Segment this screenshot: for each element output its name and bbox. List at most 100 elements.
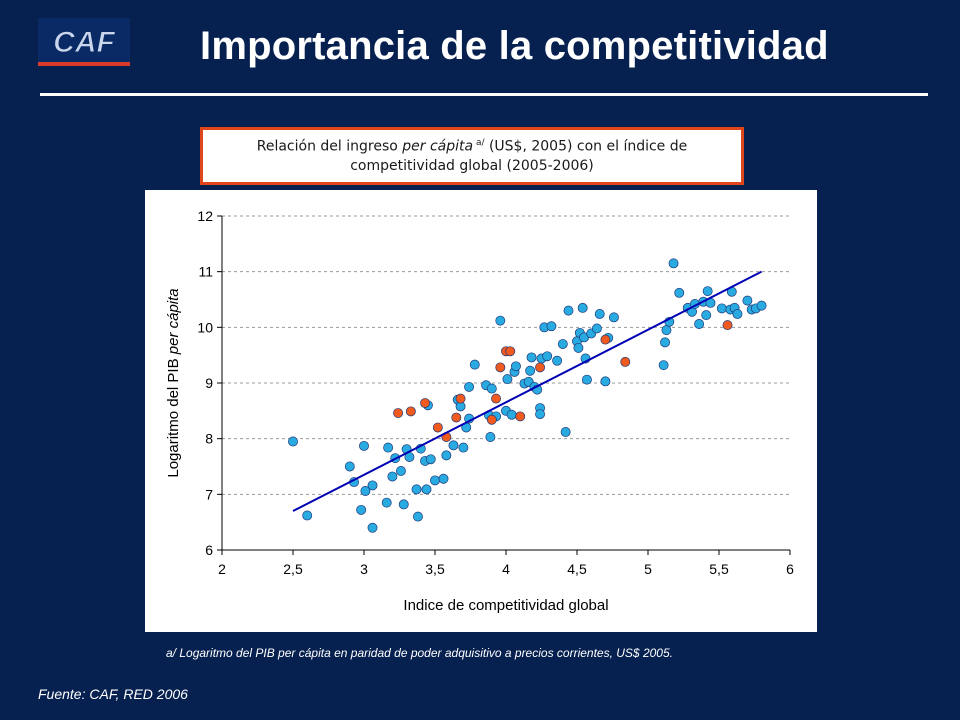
- data-point: [660, 337, 670, 348]
- data-point: [448, 440, 459, 451]
- data-point: [495, 362, 506, 373]
- caption-line-2: competitividad global (2005-2006): [350, 157, 594, 174]
- data-point: [359, 440, 369, 451]
- data-point: [485, 432, 496, 442]
- data-point: [502, 374, 513, 385]
- data-point: [535, 362, 546, 373]
- footnote: a/ Logaritmo del PIB per cápita en parid…: [166, 646, 673, 660]
- data-point: [491, 393, 502, 404]
- data-point: [421, 484, 432, 495]
- x-tick-label: 5,5: [709, 561, 729, 577]
- caf-logo: CAF: [38, 18, 130, 66]
- y-tick-label: 10: [197, 319, 213, 335]
- x-tick-label: 4: [502, 561, 510, 577]
- data-point: [413, 511, 423, 522]
- data-point: [367, 522, 378, 533]
- data-point: [535, 409, 546, 420]
- data-point: [360, 486, 371, 496]
- data-point: [441, 450, 452, 461]
- y-tick-label: 11: [198, 264, 213, 280]
- data-point: [546, 321, 557, 332]
- data-point: [702, 286, 713, 297]
- data-point: [658, 360, 669, 371]
- data-point: [722, 320, 733, 331]
- y-tick-label: 8: [205, 431, 213, 447]
- data-point: [367, 480, 378, 491]
- data-point: [600, 334, 611, 345]
- data-point: [420, 398, 431, 408]
- data-point: [387, 471, 398, 482]
- data-point: [526, 352, 537, 363]
- data-point: [438, 473, 449, 484]
- data-point: [469, 359, 480, 370]
- chart-caption-box: Relación del ingreso per cápita a/ (US$,…: [200, 127, 744, 185]
- caption-line-1: Relación del ingreso per cápita a/ (US$,…: [256, 138, 688, 155]
- data-point: [525, 365, 536, 376]
- data-point: [451, 412, 462, 423]
- data-point: [405, 406, 416, 417]
- x-tick-label: 2,5: [283, 561, 303, 577]
- data-point: [581, 374, 592, 385]
- data-point: [395, 466, 406, 476]
- y-tick-label: 6: [205, 542, 213, 558]
- y-tick-label: 9: [205, 375, 213, 391]
- x-tick-label: 5: [644, 561, 652, 577]
- trend-line: [292, 270, 763, 512]
- data-point: [464, 381, 475, 392]
- data-point: [356, 504, 367, 515]
- data-point: [344, 461, 355, 472]
- data-point: [458, 442, 469, 453]
- scatter-chart: 6 7 8 9 10 11 12 2 2,5 3 3,5 4 4,5 5 5,5 6 Indice de co…: [165, 208, 794, 614]
- data-point: [393, 408, 404, 419]
- data-point: [756, 300, 767, 311]
- data-point: [694, 319, 705, 329]
- y-axis-label: Logaritmo del PIB per cápita: [165, 288, 182, 477]
- data-point: [515, 411, 526, 422]
- data-point: [591, 323, 602, 334]
- data-point: [381, 497, 392, 508]
- data-point: [557, 339, 568, 349]
- title-divider: [40, 93, 928, 96]
- source-note: Fuente: CAF, RED 2006: [38, 686, 188, 702]
- x-axis-label: Indice de competitividad global: [403, 597, 608, 614]
- data-point: [506, 409, 517, 420]
- data-point: [716, 303, 727, 314]
- x-tick-label: 6: [786, 561, 794, 577]
- data-point: [573, 342, 584, 353]
- x-tick-label: 4,5: [567, 561, 587, 577]
- data-point: [425, 454, 436, 465]
- y-tick-label: 7: [205, 486, 213, 502]
- page-title: Importancia de la competitividad: [200, 24, 829, 68]
- data-point: [542, 351, 553, 362]
- data-point: [701, 310, 712, 321]
- x-tick-label: 3: [360, 561, 368, 577]
- data-point: [594, 309, 605, 319]
- data-point: [661, 325, 672, 336]
- data-point: [411, 484, 422, 495]
- data-point: [668, 258, 679, 269]
- data-point: [560, 427, 571, 437]
- data-point: [620, 356, 631, 367]
- data-point: [563, 305, 574, 316]
- data-point: [608, 312, 619, 323]
- data-point: [495, 315, 506, 326]
- x-tick-label: 3,5: [425, 561, 445, 577]
- y-tick-label: 12: [197, 208, 213, 224]
- data-point: [486, 414, 497, 425]
- data-point: [742, 295, 753, 306]
- data-point: [552, 355, 563, 366]
- data-point: [577, 302, 588, 313]
- logo-text: CAF: [53, 26, 115, 59]
- data-point: [302, 510, 313, 521]
- data-point: [505, 346, 516, 357]
- data-point: [398, 499, 409, 510]
- x-tick-label: 2: [218, 561, 226, 577]
- data-point: [510, 361, 521, 372]
- data-point: [383, 442, 394, 453]
- data-point: [430, 475, 440, 486]
- data-point: [432, 422, 443, 433]
- data-point: [486, 383, 497, 394]
- chart-panel: 6 7 8 9 10 11 12 2 2,5 3 3,5 4 4,5 5 5,5 6 Indice de co…: [145, 190, 817, 632]
- data-point: [674, 287, 685, 298]
- data-point: [600, 376, 611, 387]
